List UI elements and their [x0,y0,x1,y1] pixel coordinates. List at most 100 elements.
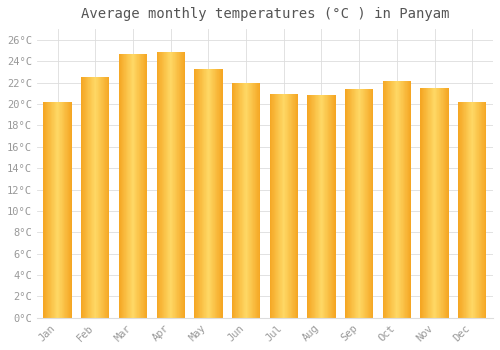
Bar [472,102,473,318]
Bar [171,51,172,318]
Bar [201,69,202,318]
Bar [248,83,249,318]
Bar [287,94,288,318]
Bar [347,89,348,318]
Bar [197,69,198,318]
Bar [473,102,474,318]
Bar [293,94,294,318]
Bar [313,95,314,318]
Bar [435,88,436,318]
Bar [431,88,432,318]
Bar [407,82,408,318]
Bar [103,77,104,318]
Bar [64,102,65,318]
Bar [371,89,372,318]
Bar [258,83,259,318]
Bar [60,102,61,318]
Bar [312,95,313,318]
Bar [369,89,370,318]
Bar [330,95,331,318]
Bar [212,69,213,318]
Bar [48,102,49,318]
Bar [283,94,284,318]
Bar [430,88,431,318]
Bar [134,54,135,318]
Bar [464,102,465,318]
Bar [329,95,330,318]
Bar [354,89,355,318]
Bar [181,51,182,318]
Bar [59,102,60,318]
Bar [82,77,83,318]
Bar [395,82,396,318]
Bar [366,89,367,318]
Bar [365,89,366,318]
Bar [335,95,336,318]
Bar [401,82,402,318]
Bar [446,88,447,318]
Bar [102,77,103,318]
Bar [324,95,325,318]
Bar [161,51,162,318]
Bar [441,88,442,318]
Bar [468,102,469,318]
Bar [66,102,67,318]
Bar [475,102,476,318]
Bar [325,95,326,318]
Bar [93,77,94,318]
Bar [476,102,477,318]
Bar [70,102,71,318]
Bar [277,94,278,318]
Bar [442,88,443,318]
Bar [445,88,446,318]
Bar [249,83,250,318]
Bar [280,94,281,318]
Bar [178,51,179,318]
Bar [89,77,90,318]
Bar [126,54,128,318]
Bar [438,88,439,318]
Bar [397,82,398,318]
Bar [391,82,392,318]
Bar [136,54,137,318]
Bar [434,88,435,318]
Title: Average monthly temperatures (°C ) in Panyam: Average monthly temperatures (°C ) in Pa… [80,7,449,21]
Bar [195,69,196,318]
Bar [198,69,199,318]
Bar [67,102,68,318]
Bar [352,89,353,318]
Bar [334,95,335,318]
Bar [316,95,317,318]
Bar [255,83,256,318]
Bar [421,88,422,318]
Bar [51,102,52,318]
Bar [213,69,214,318]
Bar [420,88,421,318]
Bar [94,77,96,318]
Bar [393,82,394,318]
Bar [429,88,430,318]
Bar [436,88,437,318]
Bar [328,95,329,318]
Bar [321,95,322,318]
Bar [388,82,389,318]
Bar [98,77,99,318]
Bar [104,77,105,318]
Bar [447,88,448,318]
Bar [358,89,359,318]
Bar [141,54,142,318]
Bar [273,94,274,318]
Bar [157,51,158,318]
Bar [202,69,203,318]
Bar [251,83,252,318]
Bar [257,83,258,318]
Bar [439,88,440,318]
Bar [282,94,283,318]
Bar [242,83,243,318]
Bar [179,51,180,318]
Bar [180,51,181,318]
Bar [160,51,161,318]
Bar [169,51,170,318]
Bar [143,54,144,318]
Bar [353,89,354,318]
